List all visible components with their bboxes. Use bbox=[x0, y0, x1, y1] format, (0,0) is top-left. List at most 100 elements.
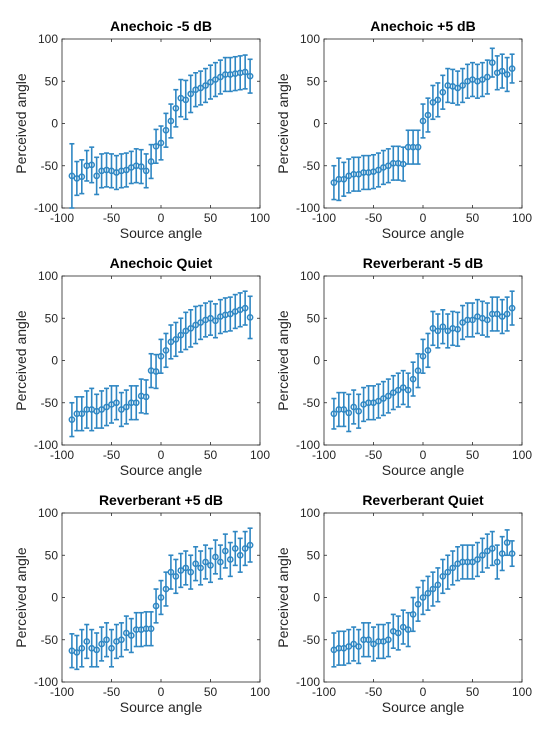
error-bar bbox=[435, 313, 441, 349]
error-bar bbox=[470, 61, 475, 98]
y-axis-label: Perceived angle bbox=[13, 73, 29, 174]
error-bar bbox=[435, 82, 441, 118]
data-point bbox=[93, 646, 101, 654]
error-bar bbox=[425, 97, 431, 133]
data-point bbox=[157, 352, 165, 360]
data-point bbox=[132, 399, 140, 407]
error-bar bbox=[138, 611, 144, 648]
error-bar bbox=[222, 533, 228, 569]
y-axis-label: Perceived angle bbox=[275, 547, 291, 648]
y-axis-label: Perceived angle bbox=[275, 310, 291, 411]
error-bar bbox=[222, 297, 228, 333]
data-point bbox=[187, 568, 195, 576]
data-point bbox=[424, 347, 432, 354]
error-bar bbox=[173, 88, 179, 128]
error-bar bbox=[203, 302, 209, 338]
error-bar bbox=[188, 308, 194, 348]
data-point bbox=[212, 553, 219, 561]
error-bar bbox=[494, 55, 500, 91]
error-bar bbox=[178, 317, 184, 353]
data-point bbox=[488, 545, 496, 552]
x-tick-label: -100 bbox=[312, 211, 336, 225]
error-bar bbox=[173, 321, 179, 358]
error-bar bbox=[455, 545, 461, 582]
data-point bbox=[152, 368, 160, 375]
y-tick-label: 100 bbox=[38, 269, 58, 283]
data-point bbox=[137, 163, 145, 170]
error-bar bbox=[375, 623, 381, 660]
error-bar bbox=[74, 160, 80, 197]
error-bar bbox=[494, 296, 500, 332]
data-point bbox=[454, 84, 461, 92]
error-bar bbox=[79, 396, 85, 432]
error-bar bbox=[183, 311, 189, 351]
error-bar bbox=[183, 79, 189, 121]
data-point bbox=[503, 71, 511, 78]
error-bar bbox=[450, 310, 456, 347]
error-bar bbox=[440, 74, 446, 110]
data-point bbox=[202, 82, 209, 89]
chart-panel-6: -100 -50 0 50 100 -100 -50 0 50 100 Reverberant Qu… bbox=[275, 492, 532, 715]
y-tick-label: 50 bbox=[307, 548, 321, 562]
error-bar bbox=[331, 164, 337, 201]
error-bar bbox=[346, 393, 352, 433]
error-bar bbox=[395, 372, 401, 408]
data-point bbox=[424, 111, 432, 119]
data-point bbox=[449, 564, 457, 572]
x-tick-label: 50 bbox=[466, 211, 480, 225]
error-bar bbox=[227, 541, 233, 578]
x-axis-label: Source angle bbox=[382, 699, 465, 715]
error-bar bbox=[69, 633, 75, 669]
y-tick-label: 0 bbox=[51, 117, 58, 131]
error-bar bbox=[143, 611, 149, 647]
data-point bbox=[172, 573, 180, 580]
data-point bbox=[226, 310, 234, 318]
error-bar bbox=[123, 615, 129, 651]
error-bar bbox=[242, 290, 248, 326]
error-bar bbox=[198, 550, 204, 586]
data-point bbox=[414, 367, 422, 374]
y-tick-label: 0 bbox=[51, 591, 58, 605]
y-tick-label: -100 bbox=[34, 438, 58, 452]
data-point bbox=[434, 96, 442, 104]
error-bar bbox=[346, 158, 352, 194]
error-bar bbox=[163, 332, 169, 369]
error-bar bbox=[217, 59, 223, 95]
error-bar bbox=[341, 630, 347, 666]
error-bar bbox=[390, 145, 396, 181]
error-bar bbox=[212, 539, 218, 575]
y-tick-label: -50 bbox=[41, 396, 59, 410]
y-tick-label: 50 bbox=[45, 548, 59, 562]
x-tick-label: 50 bbox=[466, 448, 480, 462]
error-bar bbox=[153, 353, 159, 390]
chart-title: Reverberant +5 dB bbox=[99, 492, 223, 508]
error-bar bbox=[208, 64, 213, 100]
x-tick-label: -100 bbox=[312, 685, 336, 699]
data-point bbox=[340, 406, 348, 413]
error-bar bbox=[212, 303, 218, 339]
error-bar bbox=[158, 579, 164, 616]
x-tick-label: 50 bbox=[204, 685, 218, 699]
data-point bbox=[246, 72, 254, 80]
data-point bbox=[147, 158, 155, 165]
data-point bbox=[355, 407, 362, 415]
y-tick-label: 100 bbox=[38, 506, 58, 520]
error-bar bbox=[89, 146, 95, 184]
error-bar bbox=[489, 530, 495, 567]
error-bar bbox=[440, 308, 446, 345]
error-bar bbox=[89, 387, 95, 432]
data-point bbox=[127, 632, 135, 639]
error-bar bbox=[470, 302, 475, 338]
error-bar bbox=[400, 609, 406, 645]
y-tick-label: 50 bbox=[307, 74, 321, 88]
data-point bbox=[345, 409, 353, 417]
error-bar bbox=[74, 396, 80, 432]
error-bar bbox=[208, 547, 213, 584]
error-bar bbox=[371, 626, 376, 662]
error-bar bbox=[430, 571, 436, 607]
error-bar bbox=[128, 150, 134, 185]
x-tick-label: -100 bbox=[50, 448, 74, 462]
data-point bbox=[424, 589, 432, 597]
data-point bbox=[434, 327, 442, 335]
data-point bbox=[419, 594, 427, 601]
